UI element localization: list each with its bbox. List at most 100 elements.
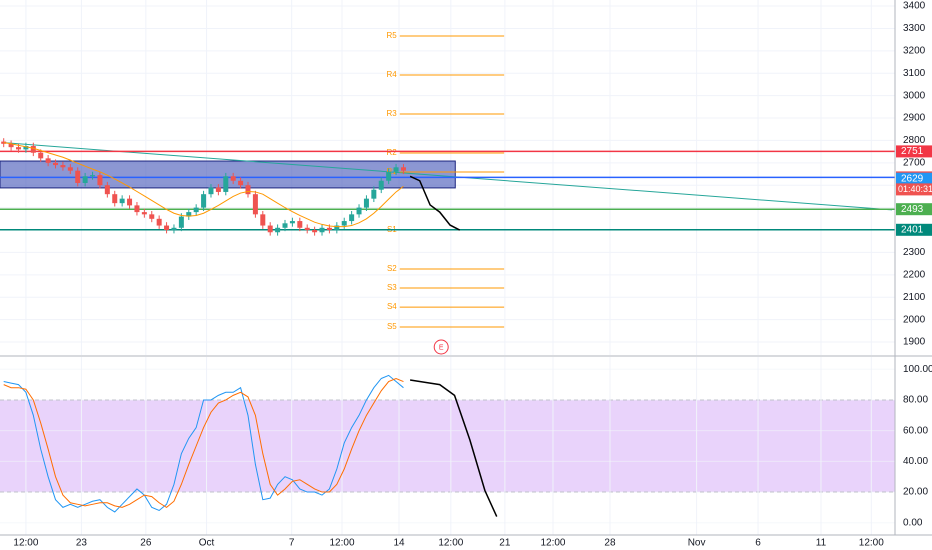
y-tick-label: 40.00 [903, 456, 928, 467]
event-marker [433, 339, 449, 355]
candle-body [97, 175, 103, 186]
x-tick-label: 26 [140, 538, 152, 549]
x-tick-label: 14 [393, 538, 405, 549]
y-tick-label: 3400 [903, 1, 926, 12]
candle-body [45, 158, 51, 163]
countdown-bg [896, 183, 932, 196]
y-tick-label: 1900 [903, 337, 926, 348]
y-tick-label: 2000 [903, 314, 926, 325]
price-label-bg [896, 172, 932, 185]
candle-body [149, 214, 155, 219]
y-tick-label: 100.00 [903, 364, 932, 375]
candle-body [371, 189, 377, 199]
price-label: 2401 [901, 224, 924, 235]
candle-body [393, 167, 399, 172]
candle-body [363, 198, 369, 208]
y-tick-label: 0.00 [903, 517, 923, 528]
candle-body [156, 218, 162, 226]
candle-body [186, 212, 192, 217]
candle-body [67, 167, 73, 171]
y-tick-label: 3200 [903, 45, 926, 56]
candle-body [238, 180, 244, 186]
y-tick-label: 3300 [903, 23, 926, 34]
price-label: 2493 [901, 204, 924, 215]
candle-body [193, 207, 199, 213]
price-label: 2751 [901, 146, 924, 157]
candle-body [127, 198, 133, 206]
candle-body [171, 227, 177, 231]
candle-body [275, 227, 281, 233]
x-tick-label: 12:00 [859, 538, 884, 549]
overbought-band [0, 399, 895, 493]
projection [410, 379, 498, 517]
candle-body [252, 194, 258, 215]
price-label-bg [896, 223, 932, 236]
candle-body [112, 194, 118, 204]
y-tick-label: 80.00 [903, 395, 928, 406]
pivot-label: R5 [387, 31, 398, 40]
y-tick-label: 20.00 [903, 487, 928, 498]
y-tick-label: 2900 [903, 113, 926, 124]
candle-body [304, 227, 310, 231]
candle-body [319, 227, 325, 233]
pivot-label: S2 [387, 264, 397, 273]
pivot-label: R4 [387, 70, 398, 79]
candle-body [297, 221, 303, 228]
candle-body [245, 185, 251, 195]
candle-body [223, 176, 229, 192]
candle-body [53, 162, 59, 166]
candle-body [356, 207, 362, 215]
candle-body [230, 176, 236, 181]
x-tick-label: 12:00 [438, 538, 463, 549]
moving-average [3, 142, 404, 228]
candle-body [208, 187, 214, 195]
candle-body [30, 146, 36, 153]
candle-body [215, 187, 221, 192]
pivot-label: S5 [387, 322, 397, 331]
candle-body [16, 147, 22, 150]
candle-body [400, 167, 406, 171]
y-tick-label: 3000 [903, 90, 926, 101]
candle-body [23, 146, 29, 150]
candle-body [178, 216, 184, 228]
candle-body [164, 225, 170, 231]
candle-body [8, 143, 14, 148]
pivot-label: R1 [387, 167, 398, 176]
candle-body [104, 185, 110, 195]
candle-body [349, 214, 355, 222]
candle-body [341, 221, 347, 226]
candle-body [75, 170, 81, 183]
candle-body [60, 165, 66, 168]
x-tick-label: 28 [604, 538, 616, 549]
candle-body [141, 212, 147, 215]
x-tick-label: 12:00 [13, 538, 38, 549]
price-label-bg [896, 145, 932, 158]
x-tick-label: Nov [688, 538, 706, 549]
x-tick-label: 12:00 [329, 538, 354, 549]
price-label-bg [896, 203, 932, 216]
candle-body [289, 221, 295, 224]
candle-body [326, 227, 332, 231]
candle-body [378, 180, 384, 190]
price-label: 2629 [901, 173, 924, 184]
x-tick-label: 7 [289, 538, 295, 549]
x-tick-label: 23 [76, 538, 88, 549]
pivot-label: S4 [387, 302, 397, 311]
candle-body [334, 225, 340, 231]
projection [409, 175, 461, 231]
candle-body [282, 223, 288, 228]
pivot-label: R3 [387, 109, 398, 118]
x-tick-label: 11 [816, 538, 827, 549]
y-tick-label: 60.00 [903, 425, 928, 436]
candle-body [267, 225, 273, 233]
pivot-label: R2 [387, 148, 398, 157]
y-tick-label: 3100 [903, 68, 926, 79]
x-tick-label: Oct [199, 538, 215, 549]
event-label: E [439, 344, 444, 351]
candle-body [260, 214, 266, 226]
x-tick-label: 12:00 [540, 538, 565, 549]
candle-body [38, 152, 44, 159]
candle-body [312, 230, 318, 233]
